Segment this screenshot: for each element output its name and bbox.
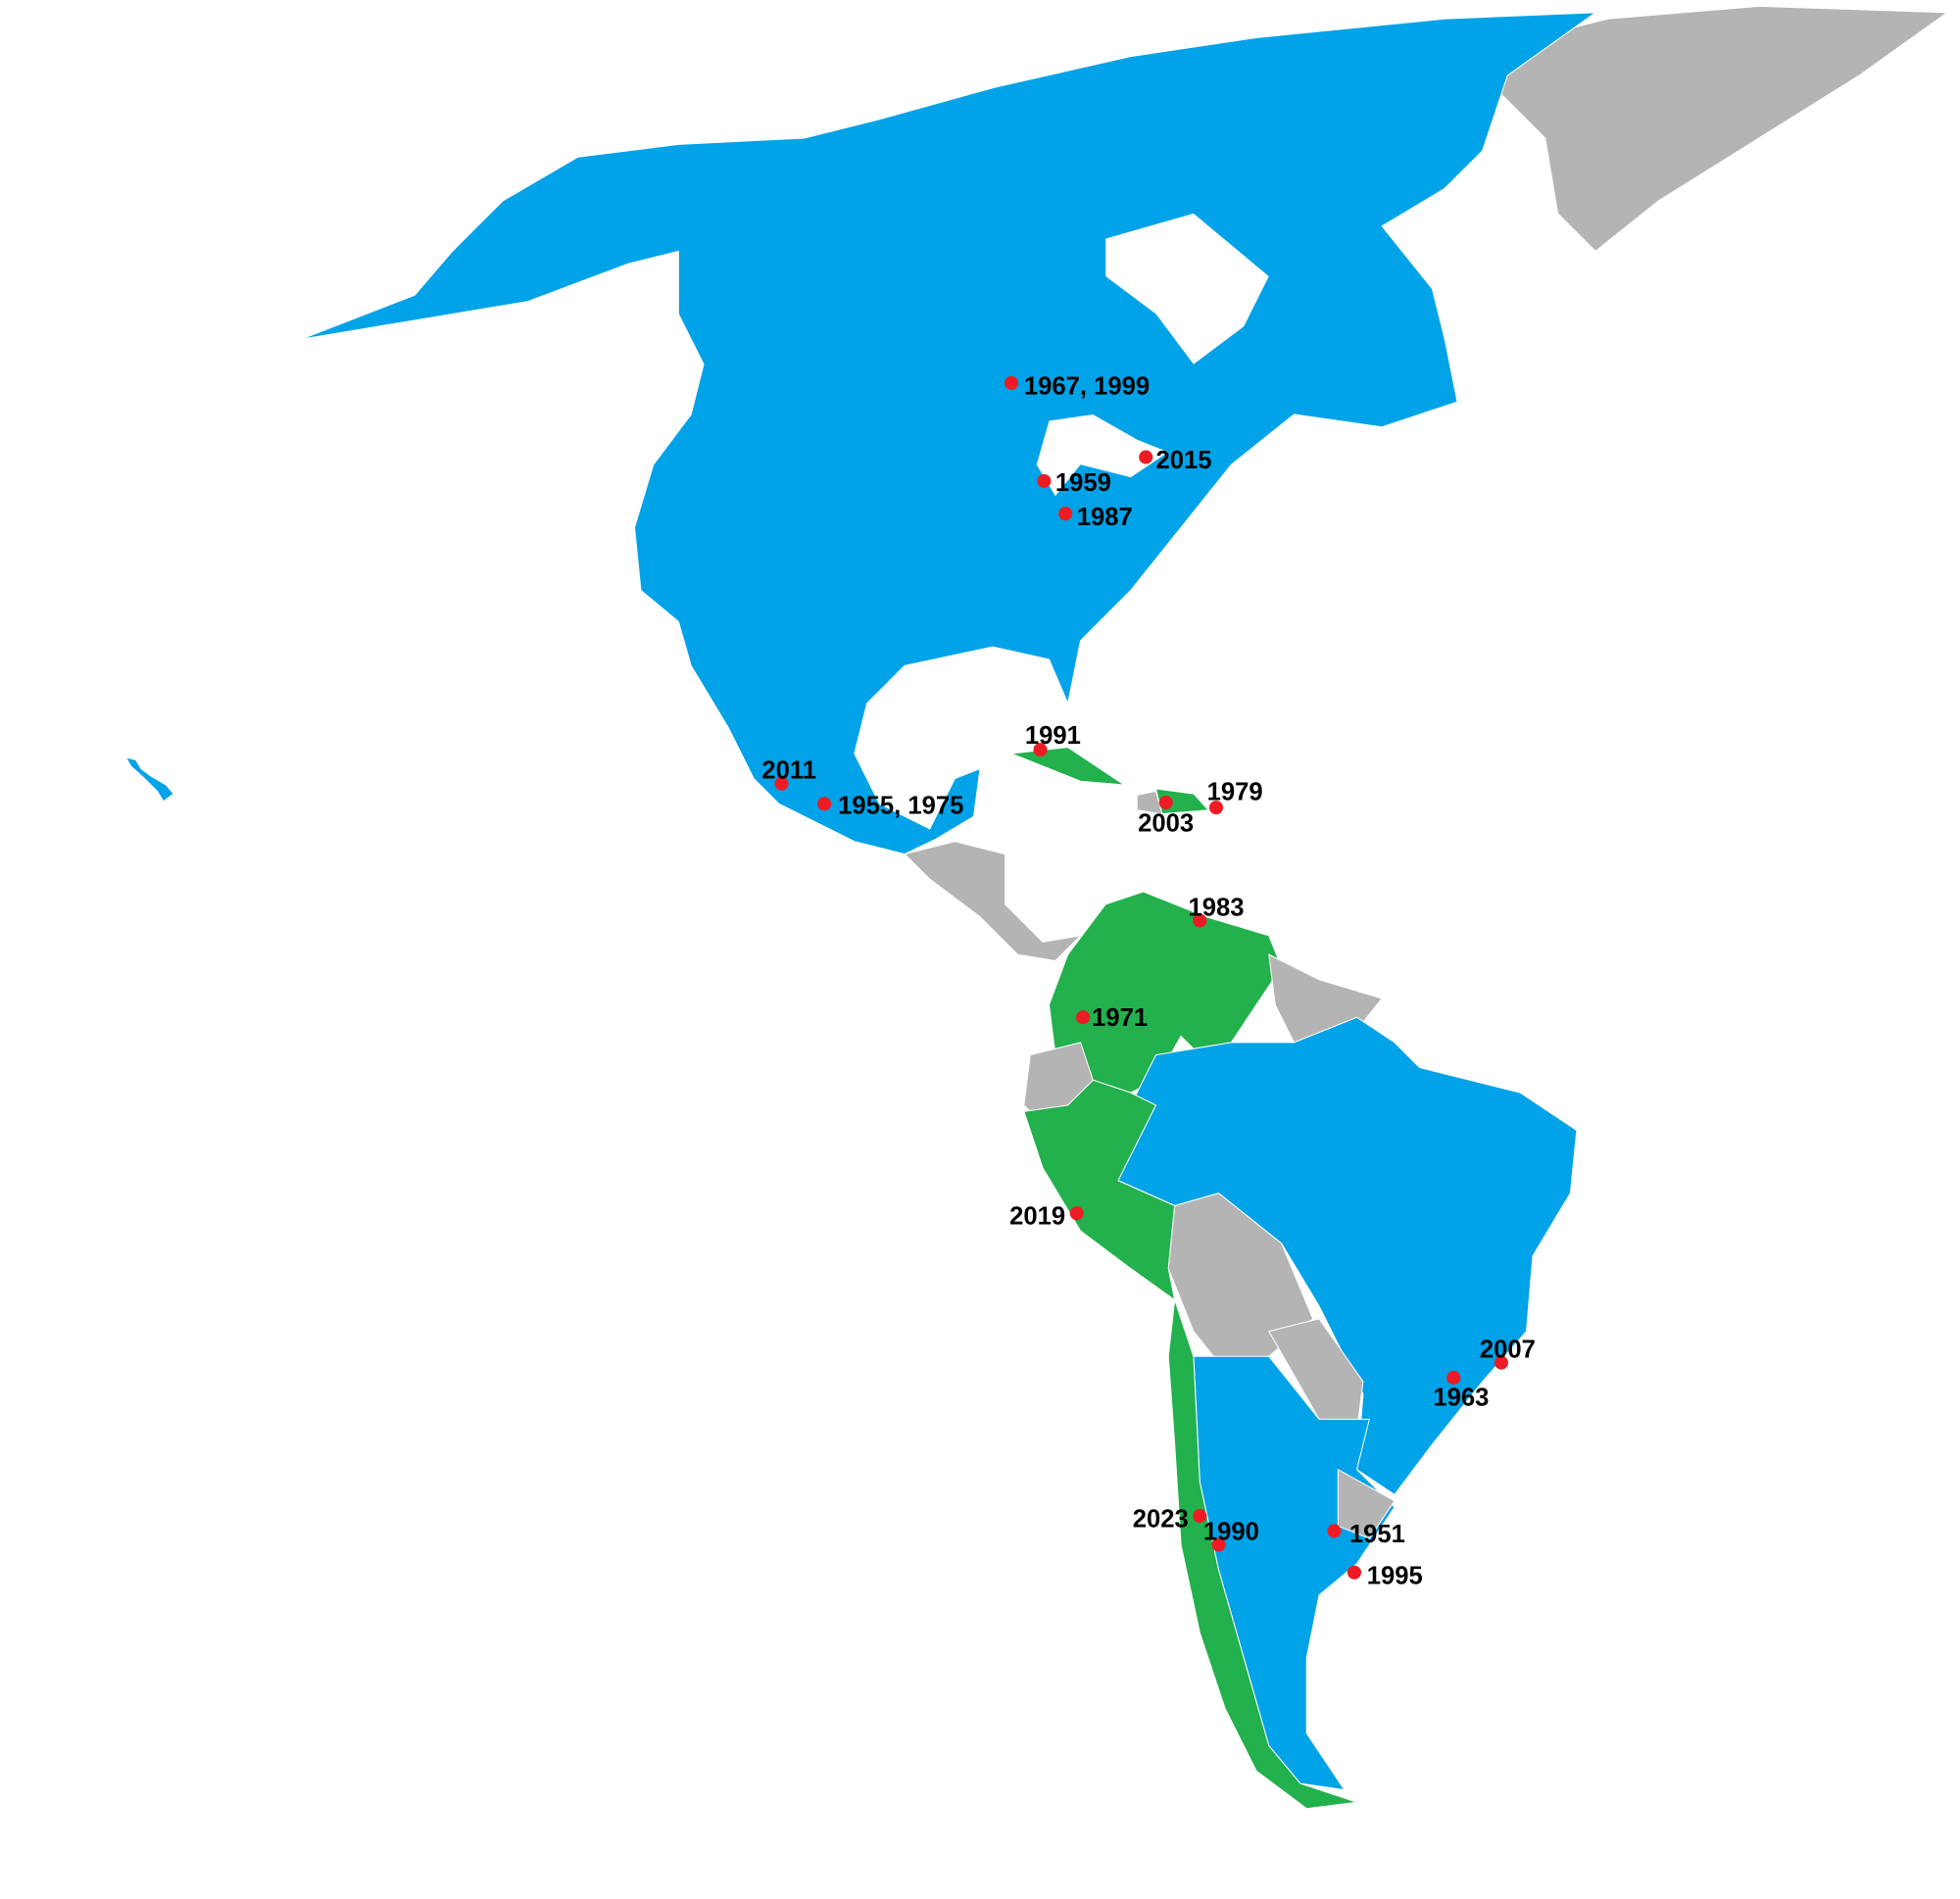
marker-label: 1963: [1433, 1384, 1489, 1411]
map-marker: 1971: [1076, 1004, 1148, 1032]
marker-label: 1955, 1975: [838, 793, 963, 820]
region-uruguay: [1337, 1468, 1396, 1539]
marker-dot: [1494, 1355, 1508, 1370]
marker-label: 1991: [1025, 722, 1081, 750]
map-marker: 1991: [1025, 722, 1081, 757]
marker-dot: [1193, 913, 1207, 928]
map-marker: 1955, 1975: [817, 793, 963, 820]
map-marker: 2007: [1480, 1337, 1536, 1370]
marker-label: 1971: [1092, 1004, 1148, 1032]
marker-label: 1951: [1349, 1521, 1405, 1548]
map-marker: 1959: [1037, 469, 1111, 497]
marker-dot: [1158, 795, 1173, 810]
marker-label: 1967, 1999: [1024, 372, 1150, 400]
marker-dot: [1069, 1206, 1084, 1221]
map-marker: 2011: [761, 757, 816, 791]
map-marker: 1983: [1188, 894, 1244, 928]
marker-dot: [1037, 473, 1052, 488]
map-marker: 1967, 1999: [1004, 372, 1150, 400]
map-marker: 1987: [1058, 504, 1133, 531]
marker-dot: [1033, 743, 1048, 757]
marker-label: 2011: [761, 757, 816, 785]
marker-label: 1990: [1203, 1518, 1259, 1545]
region-paraguay: [1268, 1318, 1364, 1433]
marker-dot: [1058, 507, 1073, 521]
marker-label: 2007: [1480, 1337, 1536, 1364]
marker-label: 1959: [1055, 469, 1111, 497]
marker-label: 1987: [1077, 504, 1133, 531]
marker-dot: [1211, 1537, 1226, 1552]
map-marker: 2023: [1133, 1506, 1207, 1534]
marker-label: 1979: [1207, 778, 1263, 805]
marker-label: 2023: [1133, 1506, 1189, 1534]
marker-label: 2019: [1009, 1203, 1065, 1231]
marker-dot: [1208, 801, 1224, 815]
map-marker: 1979: [1207, 778, 1263, 815]
region-hawaii: [124, 756, 174, 803]
marker-label: 2015: [1155, 447, 1211, 474]
map-marker: 1951: [1327, 1521, 1405, 1548]
marker-dot: [1347, 1565, 1362, 1580]
map-marker: 2015: [1139, 447, 1211, 474]
marker-dot: [774, 776, 789, 791]
marker-dot: [1327, 1524, 1342, 1538]
marker-dot: [1446, 1371, 1461, 1386]
marker-label: 2003: [1138, 810, 1194, 838]
marker-dot: [817, 797, 832, 811]
hudson-bay: [1105, 213, 1269, 365]
map-marker: 1995: [1347, 1562, 1423, 1589]
map-marker: 1963: [1433, 1371, 1489, 1411]
region-chile: [1167, 1299, 1357, 1810]
marker-dot: [1076, 1010, 1091, 1025]
marker-label: 1995: [1367, 1562, 1423, 1589]
marker-label: 1983: [1188, 894, 1244, 921]
region-central-america: [904, 841, 1083, 962]
map-marker: 1990: [1203, 1518, 1259, 1552]
map-marker: 2003: [1138, 795, 1194, 838]
region-cuba: [1010, 747, 1125, 786]
map-marker: 2019: [1009, 1203, 1084, 1231]
marker-dot: [1004, 375, 1019, 390]
region-north-america: [301, 12, 1597, 855]
region-greenland: [1482, 5, 1949, 253]
great-lakes: [1036, 414, 1169, 497]
region-argentina: [1193, 1355, 1396, 1791]
marker-dot: [1193, 1509, 1207, 1524]
marker-dot: [1139, 450, 1153, 464]
